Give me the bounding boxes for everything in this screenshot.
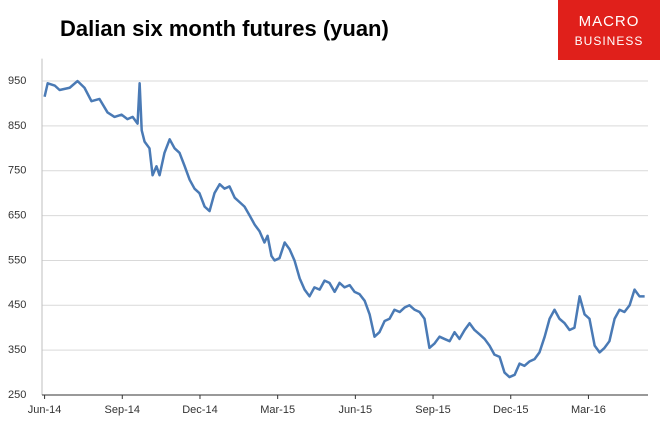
y-tick-label: 250	[8, 389, 26, 401]
x-tick-label: Jun-15	[339, 404, 373, 416]
brand-line: BUSINESS	[575, 34, 644, 48]
x-tick-label: Jun-14	[28, 404, 62, 416]
x-tick-label: Mar-15	[260, 404, 295, 416]
brand-line: MACRO	[579, 13, 640, 30]
y-tick-label: 350	[8, 344, 26, 356]
x-tick-label: Sep-15	[415, 404, 450, 416]
x-tick-label: Dec-14	[182, 404, 217, 416]
y-tick-label: 450	[8, 299, 26, 311]
y-tick-label: 550	[8, 254, 26, 266]
y-tick-label: 850	[8, 120, 26, 132]
y-tick-label: 950	[8, 75, 26, 87]
data-line	[43, 79, 645, 379]
chart-title: Dalian six month futures (yuan)	[60, 16, 389, 41]
x-tick-label: Mar-16	[571, 404, 606, 416]
brand-logo	[558, 0, 660, 60]
y-tick-label: 750	[8, 165, 26, 177]
x-tick-label: Sep-14	[105, 404, 140, 416]
x-tick-label: Dec-15	[493, 404, 528, 416]
y-tick-label: 650	[8, 209, 26, 221]
